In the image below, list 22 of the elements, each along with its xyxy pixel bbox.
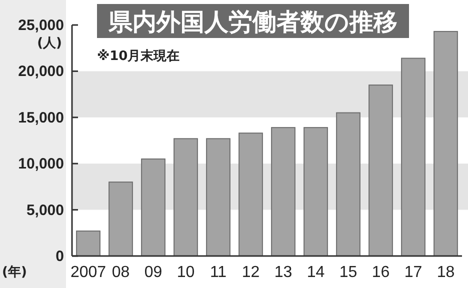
x-tick-label: 12	[242, 264, 260, 281]
y-tick-label: 25,000	[18, 17, 64, 34]
x-tick-label: 13	[274, 264, 292, 281]
x-tick-label: 16	[372, 264, 390, 281]
x-tick-label: 17	[404, 264, 422, 281]
x-tick-label: 09	[144, 264, 162, 281]
y-tick-label: 15,000	[18, 109, 64, 126]
x-tick-label: 10	[176, 264, 195, 281]
x-tick-label: 08	[112, 264, 130, 281]
annotation: ※10月末現在	[97, 49, 180, 64]
y-tick-label: 0	[56, 248, 64, 265]
x-axis-title: (年)	[2, 265, 27, 280]
x-tick-label: 11	[210, 264, 227, 281]
x-tick-label: 2007	[70, 264, 106, 281]
chart-title: 県内外国人労働者数の推移	[108, 8, 398, 36]
y-tick-label: 5,000	[26, 202, 64, 219]
x-tick-label: 18	[436, 264, 455, 281]
y-tick-label: 10,000	[18, 156, 64, 173]
x-tick-label: 15	[339, 264, 358, 281]
y-tick-label: 20,000	[18, 63, 64, 80]
x-tick-label: 14	[306, 264, 325, 281]
y-axis-title: (人)	[37, 36, 62, 51]
